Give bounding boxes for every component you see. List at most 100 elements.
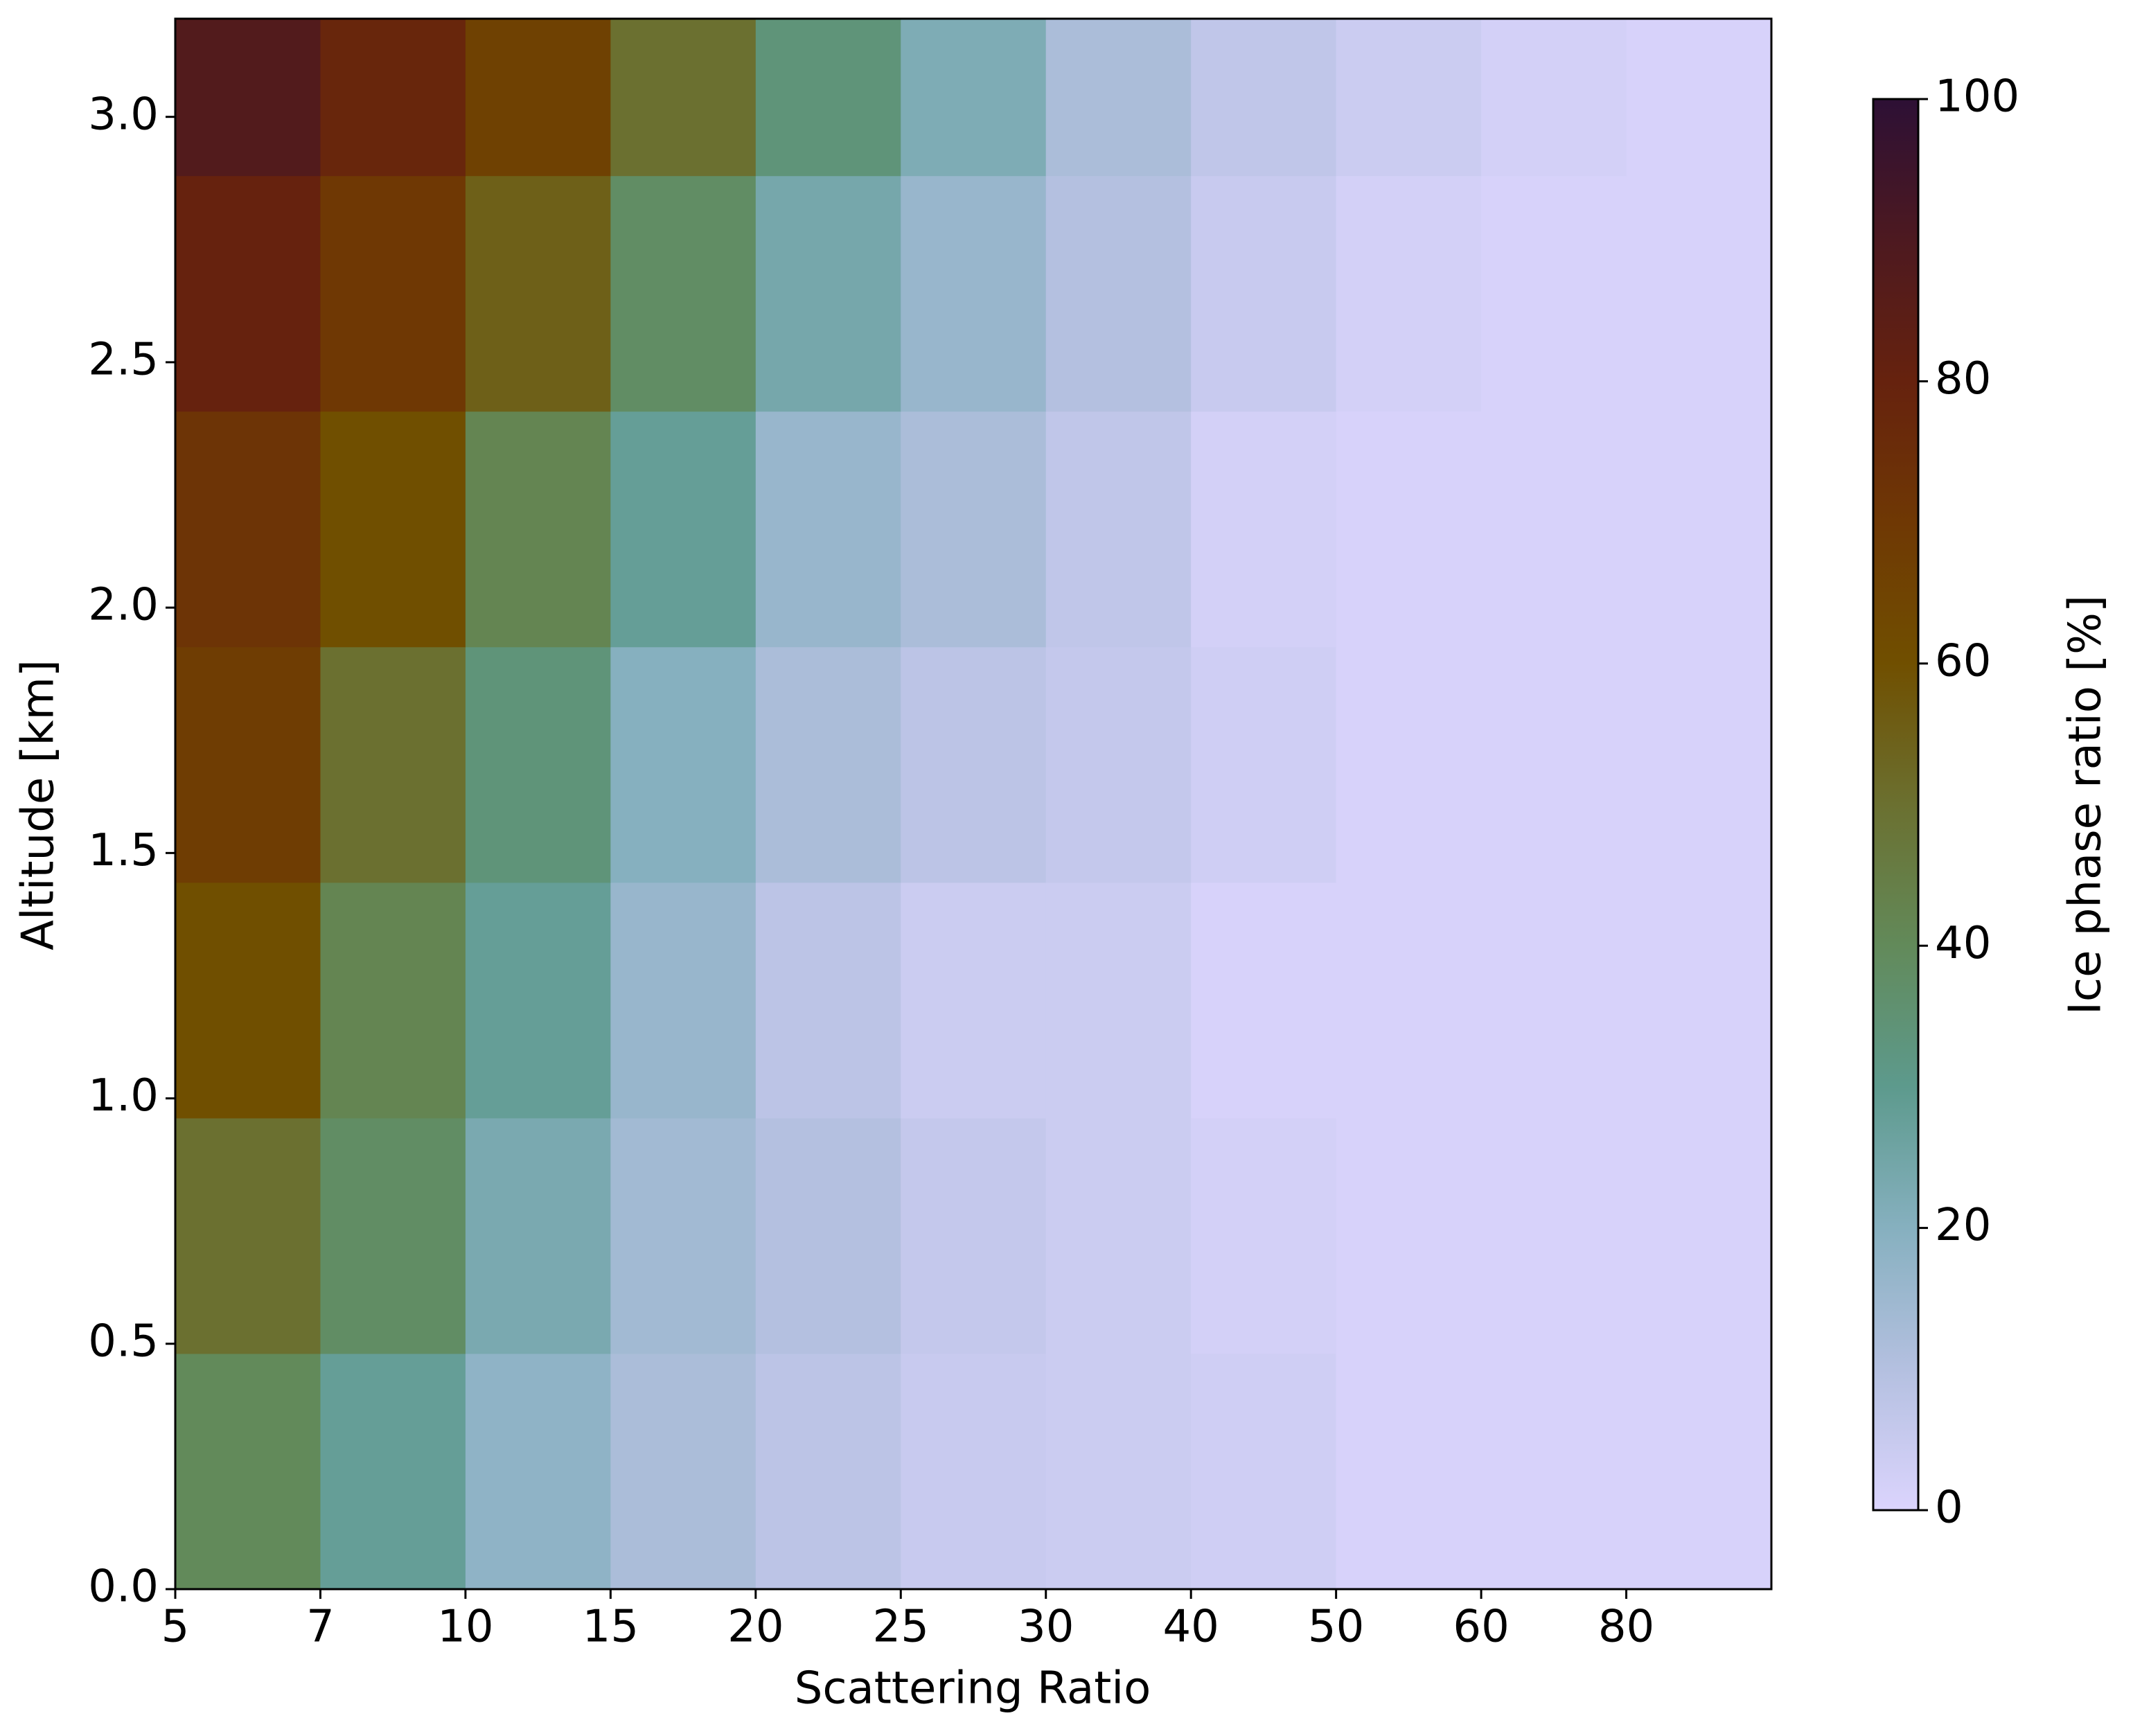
x-tick-label: 30 (1018, 1602, 1074, 1653)
heatmap-cell (1045, 175, 1192, 412)
colorbar-tick-label: 60 (1935, 635, 1991, 687)
heatmap-cell (465, 411, 611, 648)
x-tick-label: 7 (306, 1602, 335, 1653)
y-tick-label: 2.0 (88, 580, 159, 631)
heatmap-cell (320, 1353, 466, 1589)
heatmap-cell (1626, 1353, 1771, 1589)
heatmap-cell (1336, 882, 1482, 1119)
x-tick-label: 40 (1162, 1602, 1219, 1653)
heatmap-cell (1481, 175, 1627, 412)
heatmap-cell (1045, 411, 1192, 648)
y-tick-label: 0.0 (88, 1561, 159, 1613)
heatmap-cell (1336, 1117, 1482, 1354)
heatmap-cell (465, 19, 611, 177)
heatmap-cell (1626, 411, 1771, 648)
heatmap-cell (320, 175, 466, 412)
heatmap-cell (1336, 175, 1482, 412)
heatmap-cell (320, 882, 466, 1119)
heatmap-cell (1336, 411, 1482, 648)
heatmap-cell (175, 411, 321, 648)
heatmap-cell (755, 411, 901, 648)
heatmap-cell (320, 646, 466, 883)
heatmap-cell (610, 882, 756, 1119)
heatmap-cell (610, 19, 756, 177)
heatmap-cell (755, 646, 901, 883)
heatmap-cell (465, 1353, 611, 1589)
x-tick-label: 15 (583, 1602, 639, 1653)
heatmap-cell (1045, 1353, 1192, 1589)
heatmap-cell (175, 19, 321, 177)
x-tick-label: 5 (161, 1602, 190, 1653)
heatmap-cell (320, 411, 466, 648)
heatmap-cell (1045, 646, 1192, 883)
heatmap-cell (1626, 1117, 1771, 1354)
heatmap-cell (1045, 19, 1192, 177)
heatmap-cell (175, 1353, 321, 1589)
heatmap-cell (175, 646, 321, 883)
heatmap-cell (901, 1353, 1047, 1589)
x-tick-label: 80 (1598, 1602, 1654, 1653)
heatmap-cell (1481, 882, 1627, 1119)
heatmap-cell (755, 175, 901, 412)
heatmap-cell (901, 1117, 1047, 1354)
colorbar-tick-label: 80 (1935, 353, 1991, 405)
colorbar-tick-label: 20 (1935, 1200, 1991, 1251)
colorbar-tick-label: 0 (1935, 1482, 1963, 1534)
heatmap-cell (1191, 175, 1337, 412)
heatmap-cell (1191, 411, 1337, 648)
heatmap-cell (1045, 1117, 1192, 1354)
heatmap-cell (610, 646, 756, 883)
plot-frame (174, 17, 1773, 1591)
colorbar-tick-label: 40 (1935, 918, 1991, 969)
heatmap-cell (465, 646, 611, 883)
heatmap (175, 19, 1771, 1589)
heatmap-cell (175, 175, 321, 412)
heatmap-cell (1481, 411, 1627, 648)
heatmap-cell (1191, 1353, 1337, 1589)
y-axis-label: Altitude [km] (13, 659, 64, 950)
heatmap-cell (465, 882, 611, 1119)
heatmap-cell (755, 1353, 901, 1589)
y-tick-label: 0.5 (88, 1316, 159, 1367)
heatmap-cell (610, 1353, 756, 1589)
heatmap-cell (1481, 646, 1627, 883)
heatmap-cell (1626, 882, 1771, 1119)
y-tick-label: 1.0 (88, 1070, 159, 1122)
x-tick-label: 25 (873, 1602, 929, 1653)
heatmap-cell (901, 882, 1047, 1119)
heatmap-cell (1191, 19, 1337, 177)
heatmap-cell (1626, 19, 1771, 177)
heatmap-cell (320, 19, 466, 177)
x-tick-label: 60 (1453, 1602, 1509, 1653)
colorbar (1872, 98, 1920, 1512)
heatmap-cell (901, 646, 1047, 883)
heatmap-cell (901, 411, 1047, 648)
heatmap-cell (320, 1117, 466, 1354)
heatmap-cell (175, 882, 321, 1119)
heatmap-cell (755, 19, 901, 177)
heatmap-cell (465, 1117, 611, 1354)
heatmap-cell (1191, 646, 1337, 883)
y-tick-label: 3.0 (88, 89, 159, 140)
heatmap-cell (610, 175, 756, 412)
heatmap-cell (610, 411, 756, 648)
heatmap-cell (1336, 1353, 1482, 1589)
heatmap-cell (1191, 882, 1337, 1119)
heatmap-cell (755, 1117, 901, 1354)
heatmap-cell (1626, 175, 1771, 412)
heatmap-cell (755, 882, 901, 1119)
y-tick-label: 2.5 (88, 334, 159, 385)
heatmap-cell (901, 175, 1047, 412)
heatmap-cell (1481, 19, 1627, 177)
heatmap-cell (1045, 882, 1192, 1119)
heatmap-cell (610, 1117, 756, 1354)
x-tick-label: 10 (437, 1602, 493, 1653)
heatmap-cell (1626, 646, 1771, 883)
heatmap-cell (175, 1117, 321, 1354)
x-tick-label: 50 (1308, 1602, 1364, 1653)
colorbar-label: Ice phase ratio [%] (2060, 595, 2112, 1015)
heatmap-cell (1481, 1353, 1627, 1589)
heatmap-cell (1191, 1117, 1337, 1354)
x-tick-label: 20 (727, 1602, 784, 1653)
